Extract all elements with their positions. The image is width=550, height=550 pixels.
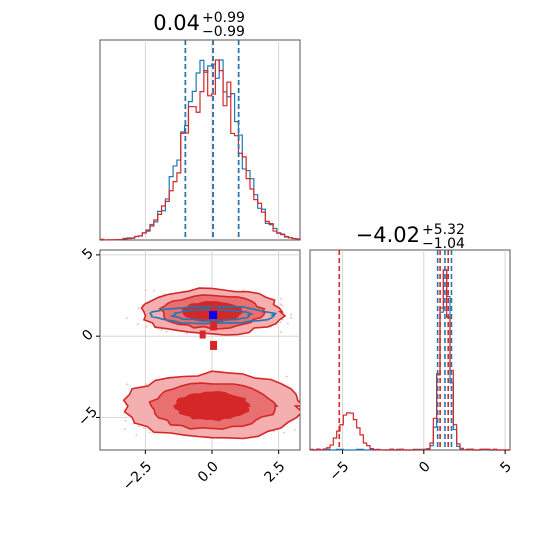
- scatter-point: [160, 329, 163, 331]
- title-plus: +0.99: [202, 10, 245, 26]
- grid-lines: [342, 250, 506, 450]
- scatter-point: [242, 289, 245, 292]
- scatter-point: [165, 331, 168, 333]
- title-minus: −1.04: [422, 236, 465, 252]
- y-tick-label: 0: [79, 327, 97, 345]
- scatter-point: [279, 303, 282, 306]
- x-tick-label: 2.5: [262, 459, 289, 486]
- title-plus: +5.32: [422, 222, 465, 238]
- y-tick-label: 5: [79, 245, 97, 263]
- title-minus: −0.99: [202, 24, 245, 40]
- panel-title: −4.02 +5.32 −1.04: [356, 222, 465, 252]
- histogram-red: [99, 59, 301, 241]
- x-tick-label: 0.0: [195, 459, 222, 486]
- scatter-point: [185, 332, 188, 335]
- scatter-point: [279, 321, 282, 324]
- scatter-point: [137, 307, 140, 309]
- contour-level: [148, 305, 278, 325]
- title-value: −4.02: [356, 223, 420, 247]
- scatter-point: [145, 383, 148, 386]
- contour-level: [169, 308, 254, 322]
- contour-series: [122, 287, 300, 440]
- quantile-lines: [184, 40, 240, 240]
- x-tick-label: 0: [416, 459, 434, 477]
- median-marker: [210, 321, 218, 331]
- panel-bottom-left-contour: −2.5 0.0 2.5 −5 0 5: [75, 245, 301, 494]
- truth-marker: [209, 311, 218, 320]
- panel-top-left-histogram: 0.04 +0.99 −0.99: [99, 10, 301, 241]
- y-tick-label: −5: [75, 404, 101, 430]
- scatter-point: [137, 425, 140, 428]
- scatter-point: [124, 419, 127, 422]
- x-tick-label: −5: [327, 459, 353, 485]
- grid-lines: [144, 40, 280, 240]
- scatter-point: [153, 289, 156, 292]
- axis-ticks: −5 0 5: [327, 450, 515, 485]
- scatter-point: [123, 428, 126, 431]
- median-marker: [199, 330, 206, 339]
- scatter-point: [281, 318, 284, 321]
- quantile-lines: [338, 250, 453, 450]
- scatter-point: [285, 375, 288, 378]
- scatter-point: [148, 431, 151, 434]
- median-marker: [210, 401, 218, 411]
- scatter-point: [135, 434, 138, 436]
- scatter-point: [287, 322, 289, 325]
- scatter-point: [280, 331, 282, 334]
- scatter-point: [126, 383, 128, 386]
- scatter-point: [137, 323, 139, 325]
- scatter-point: [281, 304, 283, 307]
- title-value: 0.04: [153, 11, 200, 35]
- scatter-point: [280, 298, 283, 300]
- histogram-blue: [309, 269, 510, 451]
- scatter-point: [290, 317, 292, 319]
- x-tick-label: −2.5: [120, 459, 155, 494]
- histogram-series: [99, 59, 301, 241]
- scatter-point: [293, 429, 296, 431]
- scatter-point: [282, 431, 285, 434]
- scatter-point: [142, 427, 145, 429]
- scatter-point: [145, 325, 148, 328]
- scatter-point: [144, 289, 147, 292]
- panel-bottom-right-histogram: −5 0 5 −4.02 +5.32 −1.04: [309, 222, 515, 485]
- panel-title: 0.04 +0.99 −0.99: [153, 10, 245, 40]
- scatter-point: [125, 317, 128, 320]
- median-marker: [210, 340, 218, 350]
- scatter-point: [290, 313, 293, 316]
- x-tick-label: 5: [497, 459, 515, 477]
